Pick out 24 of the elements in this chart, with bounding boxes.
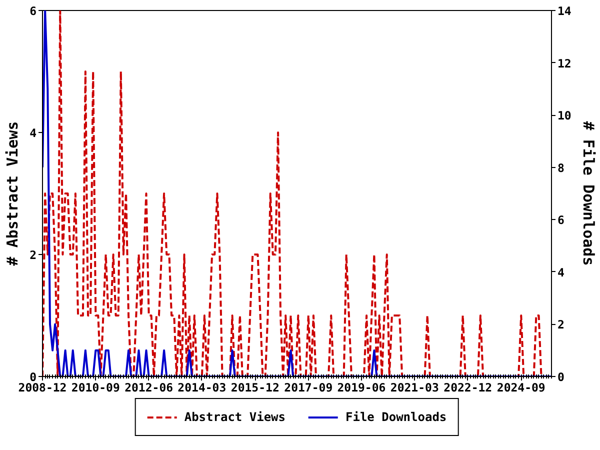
x-tick-label: 2021-03 — [390, 380, 439, 394]
y2-tick-label: 6 — [558, 213, 564, 228]
x-tick-label: 2014-03 — [178, 380, 226, 394]
y2-tick-label: 12 — [558, 56, 572, 70]
x-tick-label: 2010-09 — [71, 380, 120, 394]
x-tick-label: 2019-06 — [337, 380, 386, 394]
y2-tick-label: 2 — [558, 318, 564, 332]
y2-tick-label: 4 — [558, 265, 564, 280]
legend-label: Abstract Views — [184, 410, 286, 424]
y-axis-title: # Abstract Views — [4, 121, 22, 266]
x-tick-label: 2022-12 — [444, 380, 492, 394]
y2-tick-label: 0 — [558, 370, 564, 384]
x-tick-label: 2017-09 — [284, 380, 333, 394]
y-tick-label: 6 — [30, 4, 37, 18]
x-tick-label: 2012-06 — [124, 380, 174, 394]
y2-tick-label: 8 — [558, 160, 564, 175]
y2-axis-title: # File Downloads — [579, 121, 598, 266]
x-tick-label: 2015-12 — [230, 380, 280, 394]
x-tick-label: 2024-09 — [496, 380, 546, 394]
y2-tick-label: 10 — [558, 108, 572, 123]
legend-label: File Downloads — [346, 410, 447, 424]
y-tick-label: 2 — [30, 248, 37, 262]
y-tick-label: 4 — [30, 126, 37, 140]
y2-tick-label: 14 — [558, 4, 572, 18]
